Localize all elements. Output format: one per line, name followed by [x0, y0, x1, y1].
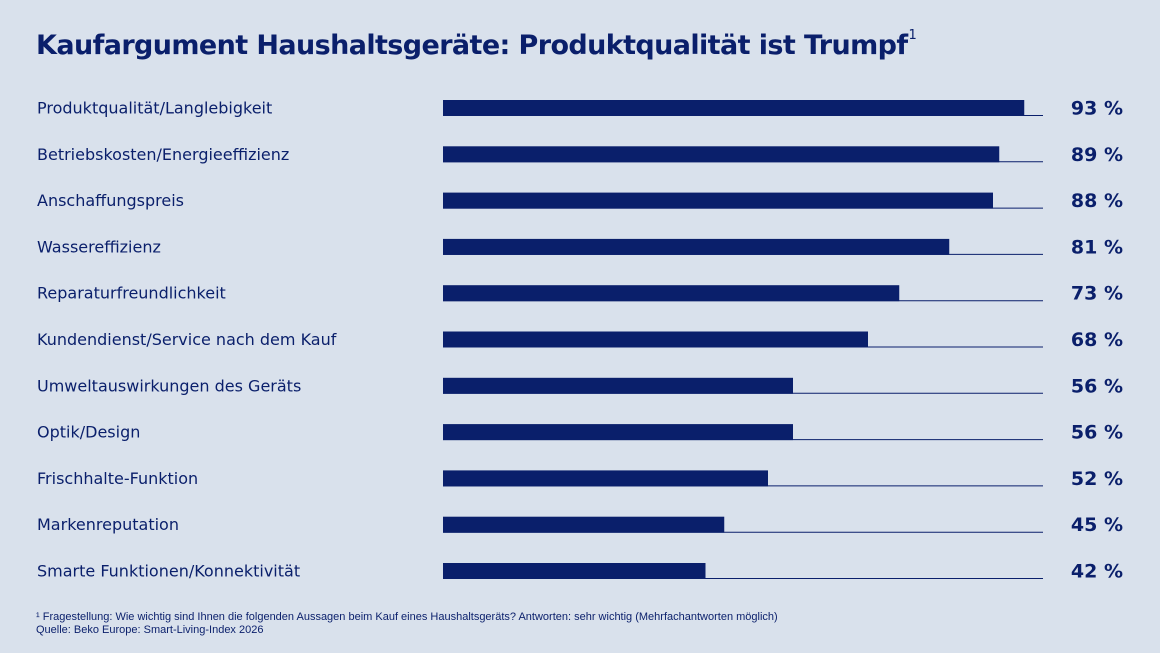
- chart-title-text: Kaufargument Haushaltsgeräte: Produktqua…: [36, 30, 908, 61]
- bar: [443, 470, 768, 487]
- category-label: Anschaffungspreis: [37, 191, 184, 210]
- category-label: Kundendienst/Service nach dem Kauf: [37, 330, 337, 349]
- value-label: 89 %: [1071, 144, 1123, 166]
- bar-row: Markenreputation 45 %: [37, 514, 1123, 536]
- footnote-question: ¹ Fragestellung: Wie wichtig sind Ihnen …: [36, 611, 778, 623]
- bar: [443, 377, 793, 394]
- category-label: Produktqualität/Langlebigkeit: [37, 99, 272, 118]
- bar: [443, 331, 868, 348]
- bar-row: Produktqualität/Langlebigkeit 93 %: [37, 98, 1123, 120]
- bar: [443, 192, 993, 209]
- category-label: Reparaturfreundlichkeit: [37, 284, 226, 303]
- bar-row: Optik/Design 56 %: [37, 422, 1123, 444]
- bar-row: Umweltauswirkungen des Geräts 56 %: [37, 375, 1123, 397]
- footnote-source: Quelle: Beko Europe: Smart-Living-Index …: [36, 624, 264, 636]
- category-label: Betriebskosten/Energieeffizienz: [37, 145, 289, 164]
- bar: [443, 100, 1025, 116]
- category-label: Wassereffizienz: [37, 237, 161, 256]
- category-label: Umweltauswirkungen des Geräts: [37, 376, 301, 395]
- bar: [443, 424, 793, 441]
- value-label: 56 %: [1071, 422, 1123, 444]
- bar-row: Wassereffizienz 81 %: [37, 236, 1123, 258]
- bar: [443, 238, 950, 255]
- value-label: 52 %: [1071, 468, 1123, 490]
- bar-row: Kundendienst/Service nach dem Kauf 68 %: [37, 329, 1123, 351]
- category-label: Smarte Funktionen/Konnektivität: [37, 562, 300, 581]
- bar-chart: Produktqualität/Langlebigkeit 93 % Betrieb…: [37, 98, 1123, 583]
- chart-title: Kaufargument Haushaltsgeräte: Produktqua…: [36, 28, 917, 61]
- category-label: Optik/Design: [37, 423, 140, 442]
- bar-row: Reparaturfreundlichkeit 73 %: [37, 283, 1123, 305]
- bar-row: Betriebskosten/Energieeffizienz 89 %: [37, 144, 1123, 166]
- value-label: 45 %: [1071, 514, 1123, 536]
- bar-row: Smarte Funktionen/Konnektivität 42 %: [37, 561, 1123, 583]
- category-label: Markenreputation: [37, 515, 179, 534]
- bar-row: Anschaffungspreis 88 %: [37, 190, 1123, 212]
- title-footnote-marker: 1: [908, 28, 917, 43]
- category-label: Frischhalte-Funktion: [37, 469, 198, 488]
- bar-row: Frischhalte-Funktion 52 %: [37, 468, 1123, 490]
- bar: [443, 563, 706, 579]
- value-label: 81 %: [1071, 236, 1123, 258]
- value-label: 56 %: [1071, 375, 1123, 397]
- value-label: 42 %: [1071, 561, 1123, 583]
- bar: [443, 516, 725, 533]
- value-label: 88 %: [1071, 190, 1123, 212]
- bar: [443, 285, 900, 302]
- value-label: 68 %: [1071, 329, 1123, 351]
- footnotes: ¹ Fragestellung: Wie wichtig sind Ihnen …: [36, 611, 778, 637]
- value-label: 93 %: [1071, 98, 1123, 120]
- bar: [443, 146, 1000, 163]
- value-label: 73 %: [1071, 283, 1123, 305]
